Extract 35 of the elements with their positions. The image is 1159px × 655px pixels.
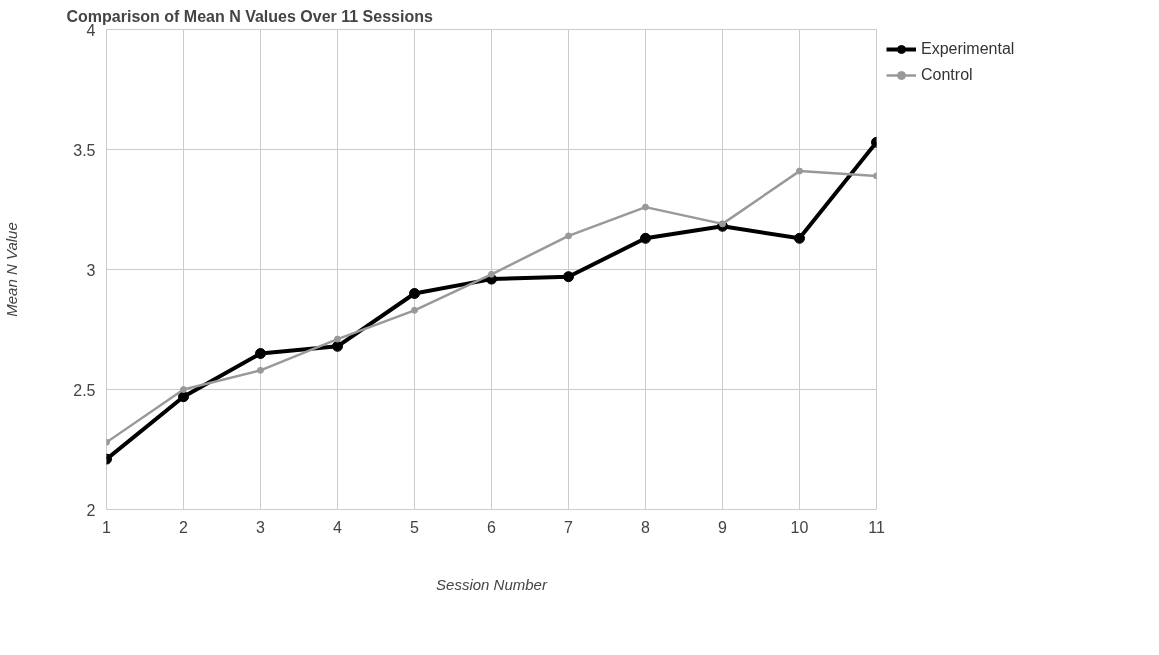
x-tick-label: 11 xyxy=(868,518,885,536)
point xyxy=(642,203,649,211)
point xyxy=(488,270,495,278)
x-axis-title: Session Number xyxy=(436,575,548,593)
x-tick-label: 6 xyxy=(487,518,497,536)
point xyxy=(409,288,420,299)
y-tick-label: 2.5 xyxy=(73,381,96,399)
point xyxy=(411,306,418,314)
x-tick-label: 10 xyxy=(790,518,809,536)
point xyxy=(180,386,187,393)
point xyxy=(334,335,341,343)
x-tick-label: 8 xyxy=(641,518,651,536)
x-tick-label: 7 xyxy=(564,518,574,536)
x-tick-label: 3 xyxy=(256,518,266,536)
y-tick-label: 3 xyxy=(86,261,96,279)
x-tick-label: 2 xyxy=(179,518,189,536)
point xyxy=(565,232,572,240)
x-tick-label: 1 xyxy=(102,518,112,536)
point xyxy=(178,391,189,403)
point xyxy=(332,340,343,352)
x-tick-label: 5 xyxy=(410,518,420,536)
y-axis-title: Mean N Value xyxy=(3,222,21,317)
legend-label: Control xyxy=(921,66,973,84)
y-tick-label: 2 xyxy=(86,501,96,519)
legend-label: Experimental xyxy=(921,40,1015,58)
point xyxy=(255,348,266,359)
point xyxy=(796,167,803,175)
point xyxy=(257,366,264,374)
y-tick-label: 3.5 xyxy=(73,141,96,159)
x-tick-label: 9 xyxy=(718,518,728,536)
point xyxy=(640,232,651,244)
point xyxy=(719,220,726,228)
x-tick-label: 4 xyxy=(333,518,343,536)
point xyxy=(563,271,574,283)
point xyxy=(794,232,805,244)
